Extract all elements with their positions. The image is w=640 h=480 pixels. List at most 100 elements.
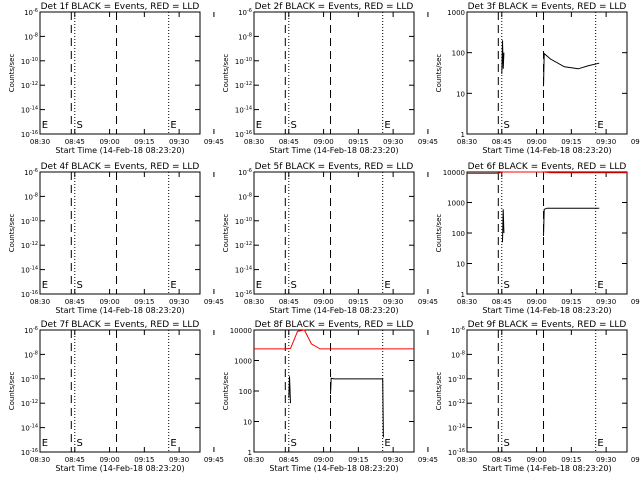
plot-frame — [466, 171, 628, 295]
x-tick-label: 08:45 — [65, 298, 85, 306]
y-tick-label: 10-14 — [448, 424, 465, 433]
y-axis-label: Counts/sec — [222, 372, 230, 411]
marker-label: S — [504, 120, 510, 131]
x-axis-label: Start Time (14-Feb-18 08:23:20) — [482, 146, 611, 155]
marker-label: S — [291, 280, 297, 291]
y-axis-label: Counts/sec — [8, 214, 16, 253]
y-axis-label: Counts/sec — [8, 372, 16, 411]
panel-title: Det 2f BLACK = Events, RED = LLD — [255, 2, 414, 12]
y-axis-label: Counts/sec — [222, 214, 230, 253]
x-tick-label: 09:45 — [204, 138, 224, 146]
x-tick-label: 08:30 — [457, 456, 477, 464]
x-tick-label: 08:30 — [244, 138, 264, 146]
y-tick-label: 10-10 — [21, 375, 38, 384]
y-tick-label: 10-10 — [448, 375, 465, 384]
y-axis-label: Counts/sec — [435, 372, 443, 411]
marker-label: E — [597, 438, 603, 449]
x-tick-label: 08:30 — [30, 456, 50, 464]
x-tick-label: 09:00 — [313, 298, 333, 306]
marker-label: E — [42, 438, 48, 449]
marker-label: E — [170, 438, 176, 449]
x-tick-label: 09:15 — [134, 138, 154, 146]
y-tick-label: 10-14 — [235, 266, 252, 275]
y-tick-label: 10 — [456, 261, 465, 269]
y-tick-label: 10-10 — [235, 217, 252, 226]
x-tick-label: 09:30 — [383, 138, 403, 146]
panel-title: Det 4f BLACK = Events, RED = LLD — [41, 162, 200, 172]
x-tick-label: 08:45 — [65, 456, 85, 464]
x-tick-label: 09:15 — [134, 456, 154, 464]
x-tick-label: 08:30 — [30, 138, 50, 146]
x-tick-label: 08:30 — [30, 298, 50, 306]
y-tick-label: 10-12 — [21, 81, 38, 90]
y-tick-label: 10 — [243, 419, 252, 427]
y-tick-label: 10-10 — [21, 217, 38, 226]
x-tick-label: 09:45 — [418, 456, 438, 464]
y-tick-label: 10-12 — [21, 241, 38, 250]
x-axis-label: Start Time (14-Feb-18 08:23:20) — [482, 306, 611, 315]
x-axis-label: Start Time (14-Feb-18 08:23:20) — [269, 146, 398, 155]
marker-label: E — [42, 280, 48, 291]
series-line — [501, 40, 505, 74]
x-tick-label: 09:15 — [561, 298, 581, 306]
panel-title: Det 1f BLACK = Events, RED = LLD — [41, 2, 200, 12]
plot-frame — [466, 329, 628, 453]
marker-label: E — [597, 280, 603, 291]
x-tick-label: 09:30 — [169, 298, 189, 306]
y-tick-label: 10-10 — [235, 57, 252, 66]
y-tick-label: 10-8 — [238, 192, 252, 201]
y-axis-label: Counts/sec — [222, 54, 230, 93]
x-tick-label: 09:00 — [99, 456, 119, 464]
y-tick-label: 10-6 — [24, 168, 38, 177]
x-tick-label: 09:45 — [631, 456, 640, 464]
y-tick-label: 10-6 — [238, 8, 252, 17]
x-tick-label: 09:45 — [631, 138, 640, 146]
y-tick-label: 10-16 — [235, 130, 252, 139]
x-tick-label: 08:45 — [279, 456, 299, 464]
panel-title: Det 7f BLACK = Events, RED = LLD — [41, 320, 200, 330]
panel-title: Det 5f BLACK = Events, RED = LLD — [255, 162, 414, 172]
x-axis-label: Start Time (14-Feb-18 08:23:20) — [269, 464, 398, 473]
marker-label: E — [170, 120, 176, 131]
x-tick-label: 08:30 — [244, 298, 264, 306]
x-tick-label: 09:15 — [348, 456, 368, 464]
y-tick-label: 10-8 — [24, 350, 38, 359]
series-line — [502, 209, 505, 243]
x-tick-label: 08:45 — [492, 138, 512, 146]
marker-label: E — [42, 120, 48, 131]
x-tick-label: 09:45 — [204, 456, 224, 464]
plot-frame — [39, 171, 201, 295]
y-tick-label: 10-16 — [448, 448, 465, 457]
y-tick-label: 10-12 — [235, 241, 252, 250]
x-tick-label: 08:30 — [457, 298, 477, 306]
y-tick-label: 10 — [456, 90, 465, 98]
y-axis-label: Counts/sec — [8, 54, 16, 93]
plot-frame — [39, 329, 201, 453]
y-tick-label: 1 — [461, 291, 465, 299]
x-tick-label: 08:30 — [244, 456, 264, 464]
y-tick-label: 10-14 — [235, 106, 252, 115]
marker-label: E — [170, 280, 176, 291]
y-tick-label: 10-6 — [238, 168, 252, 177]
y-tick-label: 1 — [248, 449, 252, 457]
x-tick-label: 09:00 — [313, 138, 333, 146]
x-axis-label: Start Time (14-Feb-18 08:23:20) — [55, 464, 184, 473]
x-tick-label: 09:00 — [99, 138, 119, 146]
y-tick-label: 10-8 — [238, 32, 252, 41]
marker-label: S — [504, 280, 510, 291]
marker-label: E — [256, 120, 262, 131]
x-tick-label: 09:15 — [561, 138, 581, 146]
y-axis-label: Counts/sec — [435, 214, 443, 253]
x-tick-label: 08:45 — [65, 138, 85, 146]
x-tick-label: 09:30 — [169, 456, 189, 464]
x-tick-label: 09:45 — [418, 138, 438, 146]
x-axis-label: Start Time (14-Feb-18 08:23:20) — [55, 306, 184, 315]
y-tick-label: 10-10 — [21, 57, 38, 66]
x-tick-label: 09:00 — [526, 456, 546, 464]
x-tick-label: 09:00 — [313, 456, 333, 464]
series-line — [288, 376, 291, 404]
x-tick-label: 09:45 — [418, 298, 438, 306]
x-tick-label: 09:15 — [134, 298, 154, 306]
y-tick-label: 10-14 — [21, 266, 38, 275]
